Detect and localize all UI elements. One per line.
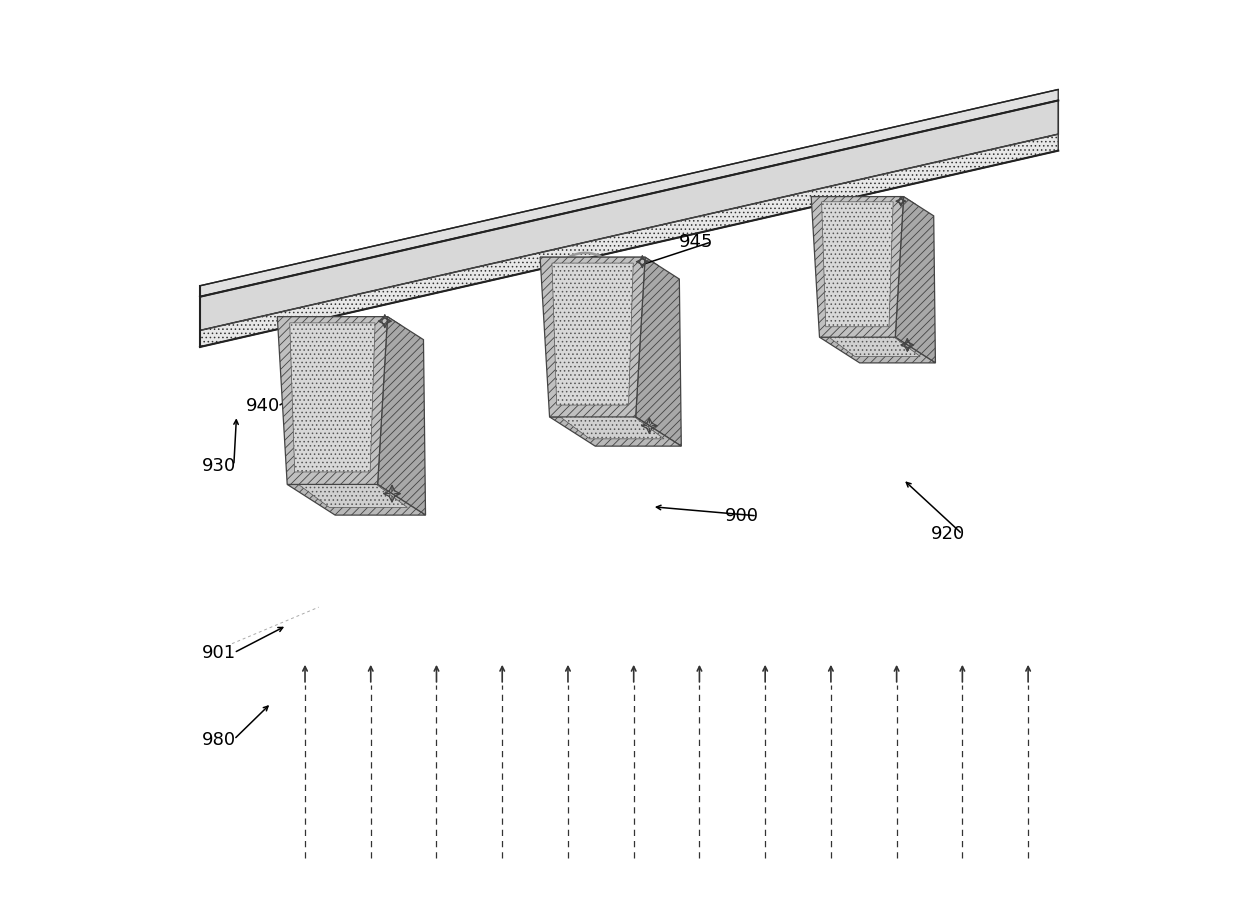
Polygon shape [895,196,935,362]
Polygon shape [294,480,407,508]
Text: 930: 930 [202,456,236,475]
Polygon shape [552,263,634,405]
Polygon shape [811,196,915,205]
Text: 920: 920 [930,525,965,543]
Polygon shape [278,317,388,485]
Polygon shape [541,257,658,266]
Polygon shape [290,323,374,472]
Polygon shape [200,134,1058,347]
Text: 901: 901 [202,644,236,662]
Polygon shape [541,257,645,417]
Text: 900: 900 [725,507,759,525]
Polygon shape [549,417,681,446]
Polygon shape [811,196,904,337]
Text: 940: 940 [246,397,280,415]
Polygon shape [636,257,681,446]
Polygon shape [200,89,1058,297]
Polygon shape [825,334,920,356]
Text: 945: 945 [680,233,714,251]
Polygon shape [200,100,1058,331]
Polygon shape [820,337,935,362]
Text: 980: 980 [202,730,236,749]
Polygon shape [822,202,893,327]
Polygon shape [556,414,663,439]
Polygon shape [288,485,425,515]
Polygon shape [378,317,425,515]
Polygon shape [278,317,402,326]
